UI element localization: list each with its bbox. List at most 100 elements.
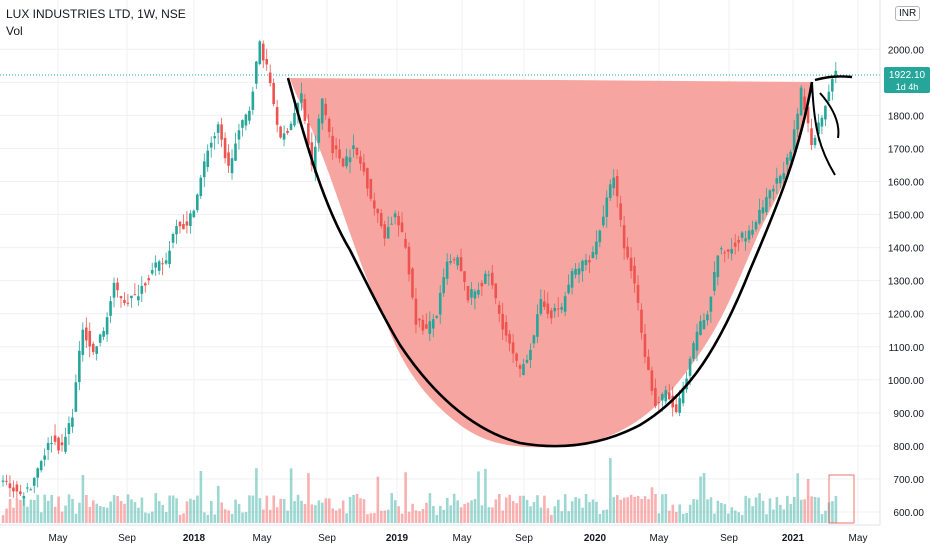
volume-bar bbox=[536, 495, 539, 523]
candle-body bbox=[740, 232, 744, 238]
candle-body bbox=[588, 260, 591, 263]
candle-body bbox=[661, 394, 664, 401]
volume-bar bbox=[116, 496, 119, 523]
candle-body bbox=[556, 308, 560, 310]
candle-body bbox=[425, 324, 428, 329]
candle-body bbox=[827, 91, 831, 102]
candle-body bbox=[657, 402, 661, 404]
volume-bar bbox=[529, 506, 532, 523]
candle-body bbox=[785, 157, 789, 165]
volume-bar bbox=[709, 497, 713, 523]
volume-bar bbox=[605, 509, 609, 523]
x-tick-label: May bbox=[253, 533, 272, 544]
volume-bar bbox=[626, 497, 629, 523]
candle-body bbox=[133, 294, 137, 296]
volume-bar bbox=[53, 506, 57, 523]
candle-body bbox=[50, 443, 53, 445]
volume-bar bbox=[262, 509, 265, 523]
volume-bar bbox=[782, 509, 786, 523]
candle-body bbox=[60, 442, 64, 446]
volume-bar bbox=[154, 493, 158, 523]
candle-body bbox=[244, 114, 248, 126]
price-tag-countdown: 1d 4h bbox=[896, 82, 919, 92]
y-tick-label: 1300.00 bbox=[888, 277, 925, 288]
candle-body bbox=[241, 120, 244, 128]
handle-curve-right bbox=[819, 92, 840, 139]
candle-body bbox=[418, 318, 421, 321]
candle-body bbox=[719, 248, 723, 250]
candle-body bbox=[813, 137, 817, 146]
x-tick-label: Sep bbox=[720, 533, 738, 544]
volume-bar bbox=[380, 510, 383, 523]
candle-body bbox=[431, 319, 435, 329]
candle-body bbox=[466, 286, 470, 301]
volume-bar bbox=[175, 498, 178, 523]
candle-body bbox=[529, 349, 532, 361]
volume-bar bbox=[352, 494, 355, 523]
volume-bar bbox=[494, 499, 498, 523]
x-tick-label: Sep bbox=[118, 533, 136, 544]
candle-body bbox=[390, 223, 393, 225]
volume-bar bbox=[737, 512, 741, 523]
candle-body bbox=[202, 161, 206, 178]
candle-body bbox=[67, 423, 71, 434]
candle-body bbox=[5, 480, 8, 482]
candle-body bbox=[143, 283, 147, 286]
volume-bar bbox=[674, 511, 678, 523]
volume-bar bbox=[723, 504, 727, 523]
volume-bar bbox=[234, 499, 237, 523]
volume-bar bbox=[338, 508, 341, 523]
x-tick-label: Sep bbox=[515, 533, 533, 544]
candle-body bbox=[723, 252, 727, 254]
candle-body bbox=[324, 103, 328, 116]
candle-body bbox=[803, 96, 806, 110]
candle-body bbox=[702, 319, 706, 330]
candle-body bbox=[567, 284, 570, 294]
volume-bar bbox=[71, 498, 74, 523]
volume-bar bbox=[390, 493, 394, 523]
cup-fill bbox=[290, 78, 812, 448]
candle-body bbox=[490, 272, 494, 286]
candle-body bbox=[147, 278, 151, 281]
volume-bar bbox=[498, 493, 501, 523]
volume-bar bbox=[421, 509, 425, 523]
candle-body bbox=[518, 365, 522, 369]
volume-bar bbox=[414, 510, 418, 523]
y-tick-label: 2000.00 bbox=[888, 45, 925, 56]
volume-bar bbox=[824, 510, 827, 523]
volume-bar bbox=[12, 507, 15, 523]
volume-bar bbox=[813, 497, 817, 523]
volume-bar bbox=[560, 511, 564, 523]
candle-body bbox=[411, 268, 414, 298]
candle-body bbox=[407, 246, 411, 275]
volume-bar bbox=[334, 510, 338, 523]
volume-bar bbox=[508, 494, 512, 523]
candle-body bbox=[713, 271, 716, 291]
candle-body bbox=[428, 321, 432, 334]
candle-body bbox=[248, 110, 251, 121]
volume-bar bbox=[216, 485, 220, 523]
candle-body bbox=[182, 224, 185, 230]
currency-button[interactable]: INR bbox=[895, 6, 921, 21]
volume-bar bbox=[373, 513, 376, 523]
candle-body bbox=[674, 404, 678, 413]
volume-bar bbox=[428, 493, 432, 523]
volume-bar bbox=[588, 502, 591, 523]
volume-bar bbox=[820, 514, 824, 523]
volume-bar bbox=[303, 504, 307, 523]
candle-body bbox=[189, 213, 192, 226]
volume-bar bbox=[88, 506, 92, 523]
candle-body bbox=[116, 282, 119, 291]
candle-body bbox=[12, 487, 15, 492]
candle-body bbox=[536, 314, 539, 337]
candle-body bbox=[619, 203, 622, 220]
candle-body bbox=[289, 123, 293, 130]
y-tick-label: 1600.00 bbox=[888, 178, 925, 189]
y-tick-label: 600.00 bbox=[893, 508, 924, 519]
y-tick-label: 1400.00 bbox=[888, 244, 925, 255]
volume-bar bbox=[432, 505, 435, 523]
volume-bar bbox=[418, 511, 421, 523]
candle-body bbox=[112, 282, 116, 298]
